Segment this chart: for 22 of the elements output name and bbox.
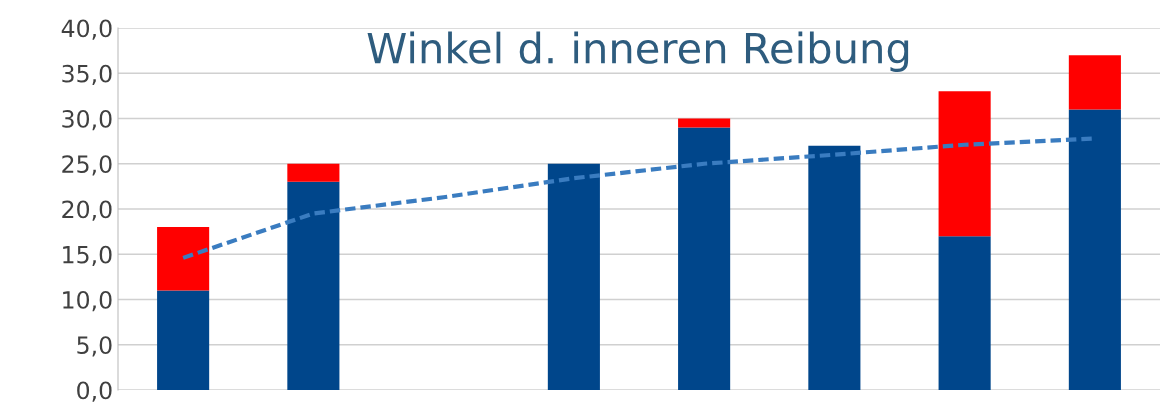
bar	[808, 145, 861, 390]
bar	[938, 91, 991, 237]
bar	[1068, 55, 1121, 110]
y-tick-label: 40,0	[61, 19, 112, 40]
y-tick-label: 25,0	[62, 155, 112, 176]
bar	[1068, 109, 1121, 390]
y-tick-label: 10,0	[63, 290, 112, 312]
y-tick-label: 5,0	[77, 336, 112, 357]
bar	[287, 163, 340, 182]
bar	[678, 127, 731, 390]
bar	[157, 227, 210, 291]
bar	[547, 163, 600, 390]
y-tick-label: 0,0	[77, 381, 112, 402]
bar	[938, 236, 991, 390]
y-tick-label: 20,0	[62, 200, 112, 221]
y-tick-label: 15,0	[63, 245, 112, 266]
bar	[157, 290, 210, 390]
y-tick-label: 30,0	[62, 109, 112, 131]
bar	[678, 118, 731, 128]
chart-title: Winkel d. inneren Reibung	[367, 31, 909, 72]
y-tick-label: 35,0	[62, 64, 112, 85]
bar	[287, 181, 340, 390]
